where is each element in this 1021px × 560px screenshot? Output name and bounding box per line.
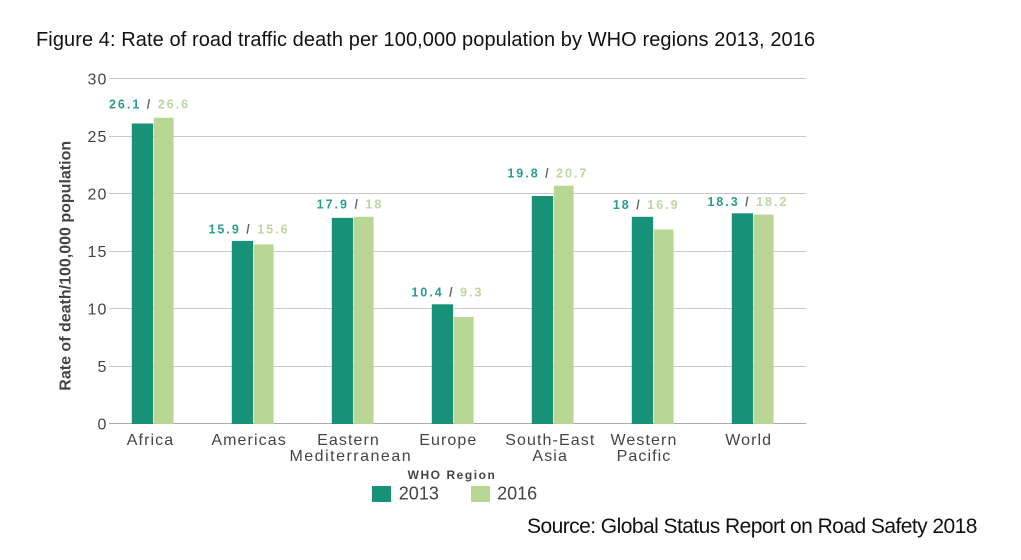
svg-text:18 / 16.9: 18 / 16.9 <box>613 198 680 212</box>
svg-text:19.8 / 20.7: 19.8 / 20.7 <box>507 167 588 181</box>
svg-text:Rate of death/100,000 populati: Rate of death/100,000 population <box>58 141 75 391</box>
svg-text:World: World <box>725 432 772 449</box>
svg-text:Eastern: Eastern <box>317 432 380 449</box>
svg-text:17.9 / 18: 17.9 / 18 <box>317 198 384 212</box>
svg-text:Europe: Europe <box>419 432 477 449</box>
svg-text:25: 25 <box>88 129 108 146</box>
svg-text:15: 15 <box>88 244 108 261</box>
svg-text:2016: 2016 <box>497 483 537 503</box>
svg-text:20: 20 <box>88 186 108 203</box>
svg-text:Mediterranean: Mediterranean <box>289 448 412 465</box>
svg-text:10: 10 <box>88 302 108 319</box>
svg-text:Americas: Americas <box>211 432 286 449</box>
svg-text:26.1 / 26.6: 26.1 / 26.6 <box>109 98 190 112</box>
svg-text:WHO Region: WHO Region <box>408 468 497 482</box>
svg-text:Asia: Asia <box>532 448 568 465</box>
svg-text:Western: Western <box>611 432 678 449</box>
svg-text:5: 5 <box>98 359 108 376</box>
svg-text:10.4 / 9.3: 10.4 / 9.3 <box>411 286 483 300</box>
svg-text:Africa: Africa <box>127 432 175 449</box>
svg-text:18.3 / 18.2: 18.3 / 18.2 <box>707 195 788 209</box>
svg-text:30: 30 <box>88 71 108 88</box>
svg-text:0: 0 <box>98 417 108 434</box>
svg-text:South-East: South-East <box>505 432 595 449</box>
svg-text:2013: 2013 <box>399 483 439 503</box>
svg-text:15.9 / 15.6: 15.9 / 15.6 <box>208 223 289 237</box>
svg-text:Pacific: Pacific <box>617 448 672 465</box>
